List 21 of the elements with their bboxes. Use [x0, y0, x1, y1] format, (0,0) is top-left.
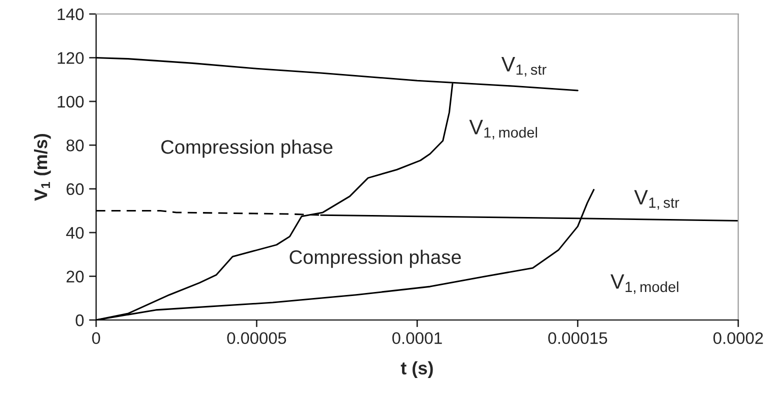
x-tick-label: 0.0002: [713, 332, 763, 344]
x-tick-label: 0.00015: [548, 332, 608, 344]
annotation: Compression phase: [290, 250, 461, 268]
series-label: V$_{1,str}$: [634, 190, 680, 210]
y-tick-label: 100: [58, 96, 84, 108]
series-label: V$_{1,model}$: [469, 120, 537, 140]
y-tick-label: 20: [66, 270, 84, 282]
y-tick-label: 40: [66, 226, 84, 239]
text: V$_{1,model}$: [610, 274, 678, 294]
y-axis-title: V$_{1}$ (m/s): [34, 134, 51, 201]
y-tick-label: 60: [66, 183, 84, 196]
y-tick-label: 0: [76, 314, 84, 326]
y-tick-label: 140: [58, 8, 84, 20]
x-axis-title: t (s): [400, 361, 433, 378]
x-tick-label: 0.00005: [227, 332, 286, 344]
x-tick-label: 0: [92, 332, 100, 344]
y-tick-label: 80: [66, 140, 84, 152]
annotation: Compression phase: [161, 140, 332, 158]
y-tick-label: 120: [58, 52, 84, 64]
series-label: V$_{1,str}$: [501, 57, 546, 77]
x-tick-label: 0.0001: [392, 332, 442, 344]
